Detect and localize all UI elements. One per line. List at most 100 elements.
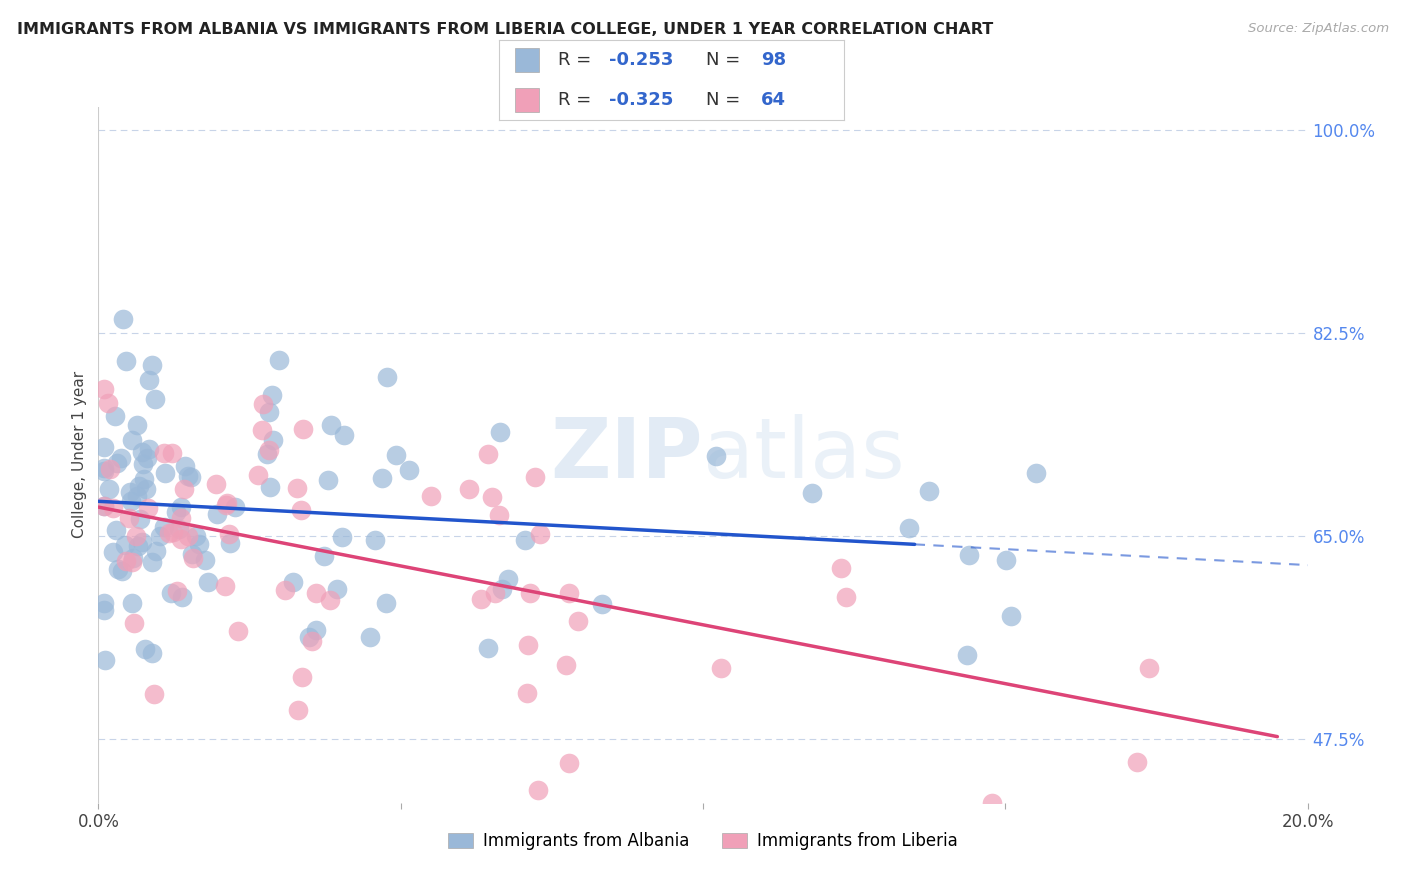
Point [330,530,353,544]
Point [558,756,581,770]
Point [165,504,187,518]
Point [326,582,349,597]
Point [93,440,115,454]
Point [157,526,180,541]
Point [170,590,193,604]
Point [205,476,228,491]
Point [170,532,193,546]
Point [93,461,115,475]
Point [274,583,297,598]
Point [136,500,159,515]
FancyBboxPatch shape [515,48,538,72]
Point [104,409,127,424]
Point [101,500,124,515]
Point [918,484,941,499]
Point [173,458,195,473]
Point [177,529,200,543]
Point [173,482,195,496]
FancyBboxPatch shape [515,88,538,112]
Point [170,500,193,514]
Point [218,526,240,541]
Point [93,464,115,478]
Point [364,533,387,548]
Point [287,481,309,495]
Point [519,586,541,600]
Point [375,370,398,384]
Point [481,490,503,504]
Point [489,425,512,440]
Point [142,687,165,701]
Point [107,456,129,470]
Point [704,449,727,463]
Point [104,523,127,537]
Point [517,638,540,652]
Point [145,543,167,558]
Point [830,561,852,575]
Point [93,500,115,514]
Text: -0.253: -0.253 [609,51,673,70]
Point [121,556,143,570]
Point [125,529,148,543]
Point [170,510,193,524]
Point [166,584,188,599]
Point [110,450,132,465]
Point [835,590,858,604]
Point [1025,467,1047,481]
Point [141,358,163,372]
Point [141,646,163,660]
Point [484,585,506,599]
Point [141,555,163,569]
Point [93,603,115,617]
Point [375,596,398,610]
Point [980,796,1002,810]
Point [710,661,733,675]
Point [333,427,356,442]
Point [134,482,156,496]
Point [97,395,120,409]
Point [801,486,824,500]
Point [153,466,176,480]
Point [256,447,278,461]
Point [134,642,156,657]
Point [121,494,143,508]
Point [134,472,156,486]
Point [186,529,208,543]
Point [257,442,280,457]
Point [152,520,174,534]
Point [180,547,202,561]
Point [127,489,149,503]
Point [420,490,443,504]
Y-axis label: College, Under 1 year: College, Under 1 year [72,371,87,539]
Point [131,535,153,549]
Point [496,573,519,587]
Point [149,529,172,543]
Text: 64: 64 [761,91,786,110]
Point [132,457,155,471]
Point [94,653,117,667]
Text: R =: R = [558,91,596,110]
Point [138,373,160,387]
Point [516,686,538,700]
Point [250,423,273,437]
Point [321,417,343,432]
Text: -0.325: -0.325 [609,91,673,110]
Point [470,591,492,606]
Point [287,703,309,717]
Point [318,473,340,487]
Point [194,552,217,566]
Point [128,479,150,493]
Point [314,549,336,564]
Point [205,507,228,521]
Point [292,422,315,436]
Point [131,445,153,459]
Point [136,450,159,465]
Point [319,593,342,607]
Point [305,586,328,600]
Point [93,382,115,396]
Point [557,586,579,600]
Point [214,499,236,513]
Point [97,482,120,496]
Point [214,579,236,593]
Point [359,630,381,644]
Point [1125,755,1147,769]
